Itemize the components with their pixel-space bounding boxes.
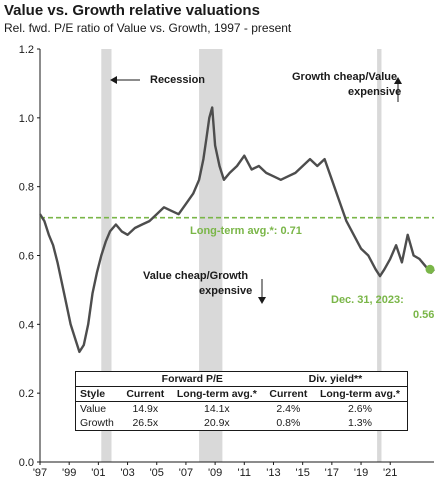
y-tick-label: 1.2 bbox=[19, 44, 34, 56]
current-value-label: 0.56 bbox=[413, 309, 435, 321]
current-point bbox=[425, 264, 435, 274]
table-header-current: Current bbox=[120, 386, 170, 402]
x-tick-label: '97 bbox=[33, 467, 47, 479]
recession-band bbox=[377, 49, 382, 462]
x-tick-label: '07 bbox=[179, 467, 193, 479]
x-tick-label: '01 bbox=[91, 467, 105, 479]
y-tick-label: 0.8 bbox=[19, 182, 34, 194]
table-cell: 26.5x bbox=[132, 417, 159, 429]
y-tick-label: 1.0 bbox=[19, 113, 34, 125]
table-group-blank bbox=[75, 371, 121, 387]
table-cell: 2.4% bbox=[276, 403, 301, 415]
table-row: Growth 26.5x 20.9x 0.8% 1.3% bbox=[76, 416, 408, 431]
table-cell: Value bbox=[80, 403, 107, 415]
table-cell: 1.3% bbox=[347, 417, 372, 429]
y-tick-label: 0.0 bbox=[19, 457, 34, 469]
x-tick-label: '09 bbox=[208, 467, 222, 479]
x-tick-label: '15 bbox=[295, 467, 309, 479]
y-tick-label: 0.6 bbox=[19, 251, 34, 263]
x-tick-label: '05 bbox=[150, 467, 164, 479]
x-tick-label: '17 bbox=[325, 467, 339, 479]
series-line bbox=[38, 106, 435, 354]
table-row: Value 14.9x 14.1x 2.4% 2.6% bbox=[76, 402, 408, 417]
current-date-label: Dec. 31, 2023: bbox=[331, 294, 404, 306]
table-header-current: Current bbox=[263, 386, 313, 402]
y-tick-label: 0.2 bbox=[19, 388, 34, 400]
x-tick-label: '19 bbox=[354, 467, 368, 479]
x-tick-label: '99 bbox=[62, 467, 76, 479]
recession-band bbox=[101, 49, 112, 462]
table-cell: 0.8% bbox=[276, 417, 301, 429]
value-cheap-label-2: expensive bbox=[199, 285, 253, 297]
recession-label: Recession bbox=[150, 74, 206, 86]
table-header-row: Style Current Long-term avg.* Current Lo… bbox=[75, 386, 408, 402]
growth-cheap-label-1: Growth cheap/Value bbox=[292, 71, 398, 83]
x-tick-label: '11 bbox=[238, 467, 252, 479]
table-cell: 14.9x bbox=[132, 403, 159, 415]
table-group-forward-pe: Forward P/E bbox=[120, 371, 264, 387]
x-tick-label: '13 bbox=[266, 467, 280, 479]
value-cheap-label-1: Value cheap/Growth bbox=[143, 270, 249, 282]
growth-cheap-arrow-head bbox=[394, 77, 402, 84]
table-header-longterm: Long-term avg.* bbox=[312, 386, 408, 402]
table-group-header-row: Forward P/E Div. yield** bbox=[75, 371, 408, 387]
value-cheap-arrow-head bbox=[258, 297, 266, 304]
long-term-avg-label: Long-term avg.*: 0.71 bbox=[190, 225, 302, 237]
y-tick-label: 0.4 bbox=[19, 319, 34, 331]
chart-title: Value vs. Growth relative valuations bbox=[4, 2, 260, 19]
x-tick-label: '21 bbox=[383, 467, 397, 479]
recession-arrow-head bbox=[110, 76, 117, 84]
table-group-div-yield: Div. yield** bbox=[263, 371, 408, 387]
growth-cheap-label-2: expensive bbox=[348, 86, 402, 98]
chart-subtitle: Rel. fwd. P/E ratio of Value vs. Growth,… bbox=[4, 21, 292, 35]
table-cell: 2.6% bbox=[347, 403, 372, 415]
table-cell: Growth bbox=[80, 417, 114, 429]
table-header-longterm: Long-term avg.* bbox=[169, 386, 264, 402]
table-cell: 14.1x bbox=[204, 403, 230, 415]
valuation-table: Forward P/E Div. yield** Style Current L… bbox=[75, 371, 408, 431]
table-header-style: Style bbox=[75, 386, 121, 402]
x-tick-label: '03 bbox=[120, 467, 134, 479]
table-cell: 20.9x bbox=[204, 417, 230, 429]
